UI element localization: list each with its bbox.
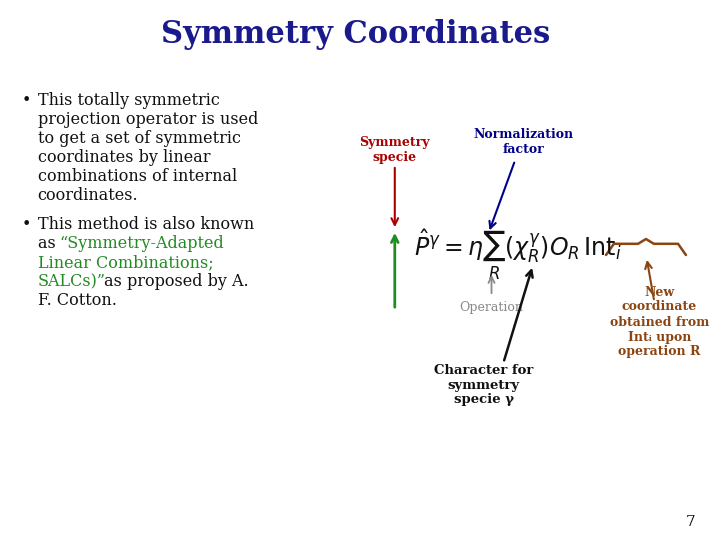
- Text: projection operator is used: projection operator is used: [37, 111, 258, 128]
- Text: as proposed by A.: as proposed by A.: [99, 273, 248, 290]
- Text: $\hat{P}^\gamma = \eta\sum_R(\chi^\gamma_R)O_R\,\mathrm{Int}_i$: $\hat{P}^\gamma = \eta\sum_R(\chi^\gamma…: [414, 228, 622, 282]
- Text: F. Cotton.: F. Cotton.: [37, 292, 117, 309]
- Text: Operation: Operation: [459, 301, 523, 314]
- Text: 7: 7: [686, 515, 696, 529]
- Text: coordinates by linear: coordinates by linear: [37, 149, 210, 166]
- Text: combinations of internal: combinations of internal: [37, 168, 237, 185]
- Text: Character for
symmetry
specie γ: Character for symmetry specie γ: [434, 363, 534, 407]
- Text: to get a set of symmetric: to get a set of symmetric: [37, 130, 240, 147]
- Text: New
coordinate
obtained from
Intᵢ upon
operation R: New coordinate obtained from Intᵢ upon o…: [610, 286, 709, 359]
- Text: as: as: [37, 235, 60, 252]
- Text: This method is also known: This method is also known: [37, 216, 253, 233]
- Text: •: •: [22, 92, 31, 109]
- Text: coordinates.: coordinates.: [37, 187, 138, 204]
- Text: •: •: [22, 216, 31, 233]
- Text: This totally symmetric: This totally symmetric: [37, 92, 220, 109]
- Text: Linear Combinations;: Linear Combinations;: [37, 254, 213, 271]
- Text: Symmetry Coordinates: Symmetry Coordinates: [161, 19, 550, 51]
- Text: “Symmetry-Adapted: “Symmetry-Adapted: [59, 235, 224, 252]
- Text: SALCs)”: SALCs)”: [37, 273, 106, 290]
- Text: Symmetry
specie: Symmetry specie: [359, 136, 430, 164]
- Text: Normalization
factor: Normalization factor: [473, 128, 573, 156]
